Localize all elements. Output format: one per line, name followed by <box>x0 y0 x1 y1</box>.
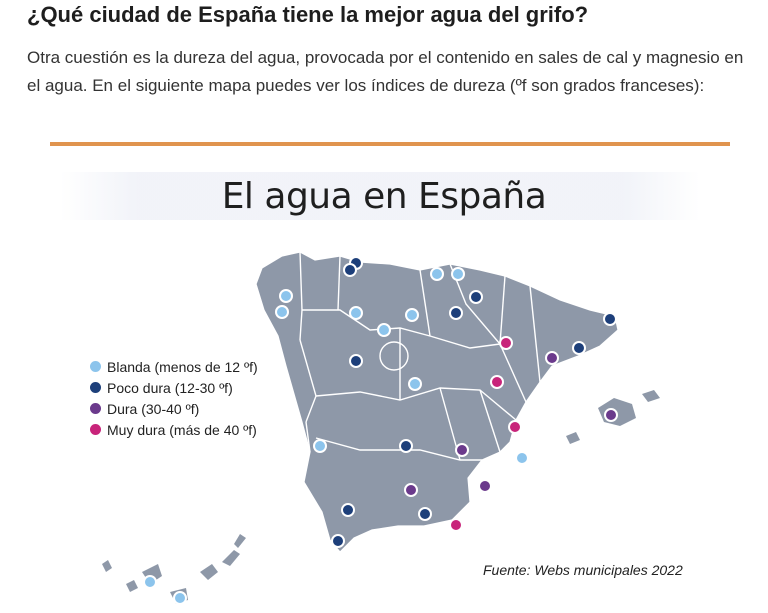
legend-item-poco-dura: Poco dura (12-30 ºf) <box>90 377 258 398</box>
canary-island <box>126 580 138 592</box>
map-title: El agua en España <box>221 176 547 217</box>
city-markers <box>143 256 618 605</box>
city-marker-blanda <box>173 591 187 605</box>
legend-item-dura: Dura (30-40 ºf) <box>90 398 258 419</box>
canary-island <box>102 560 112 572</box>
city-marker-muy-dura <box>499 336 513 350</box>
article-heading: ¿Qué ciudad de España tiene la mejor agu… <box>27 2 589 27</box>
city-marker-poco-dura <box>343 263 357 277</box>
canary-island <box>234 534 246 548</box>
city-marker-blanda <box>349 306 363 320</box>
city-marker-poco-dura <box>572 341 586 355</box>
city-marker-poco-dura <box>469 290 483 304</box>
legend-label: Poco dura (12-30 ºf) <box>107 379 233 396</box>
legend-label: Muy dura (más de 40 ºf) <box>107 421 257 438</box>
legend-dot-muy-dura <box>90 424 101 435</box>
city-marker-dura <box>478 479 492 493</box>
city-marker-dura <box>404 483 418 497</box>
map-title-band <box>60 172 700 220</box>
water-hardness-map: El agua en España <box>0 160 768 613</box>
city-marker-poco-dura <box>603 312 617 326</box>
legend-label: Blanda (menos de 12 ºf) <box>107 358 258 375</box>
legend-item-blanda: Blanda (menos de 12 ºf) <box>90 356 258 377</box>
city-marker-blanda <box>377 323 391 337</box>
article-paragraph: Otra cuestión es la dureza del agua, pro… <box>27 48 744 95</box>
city-marker-muy-dura <box>449 518 463 532</box>
map-source: Fuente: Webs municipales 2022 <box>483 562 683 578</box>
city-marker-blanda <box>515 451 529 465</box>
city-marker-blanda <box>451 267 465 281</box>
city-marker-poco-dura <box>399 439 413 453</box>
city-marker-dura <box>455 443 469 457</box>
canary-island <box>200 564 218 580</box>
peninsula-shape <box>255 251 619 553</box>
legend-dot-blanda <box>90 361 101 372</box>
city-marker-muy-dura <box>508 420 522 434</box>
spain-map-svg <box>102 251 660 605</box>
canary-island <box>222 550 240 566</box>
region-borders <box>299 251 541 461</box>
city-marker-blanda <box>275 305 289 319</box>
city-marker-blanda <box>313 439 327 453</box>
city-marker-dura <box>545 351 559 365</box>
legend-dot-dura <box>90 403 101 414</box>
legend-label: Dura (30-40 ºf) <box>107 400 200 417</box>
city-marker-poco-dura <box>449 306 463 320</box>
city-marker-muy-dura <box>490 375 504 389</box>
legend-item-muy-dura: Muy dura (más de 40 ºf) <box>90 419 258 440</box>
map-legend: Blanda (menos de 12 ºf) Poco dura (12-30… <box>90 356 258 440</box>
city-marker-poco-dura <box>331 534 345 548</box>
ibiza-shape <box>566 432 580 444</box>
city-marker-blanda <box>143 575 157 589</box>
city-marker-poco-dura <box>418 507 432 521</box>
city-marker-poco-dura <box>349 354 363 368</box>
city-marker-blanda <box>405 308 419 322</box>
city-marker-blanda <box>408 377 422 391</box>
divider-rule <box>50 142 730 146</box>
city-marker-blanda <box>430 267 444 281</box>
menorca-shape <box>642 390 660 402</box>
city-marker-poco-dura <box>341 503 355 517</box>
city-marker-blanda <box>279 289 293 303</box>
city-marker-dura <box>604 408 618 422</box>
legend-dot-poco-dura <box>90 382 101 393</box>
